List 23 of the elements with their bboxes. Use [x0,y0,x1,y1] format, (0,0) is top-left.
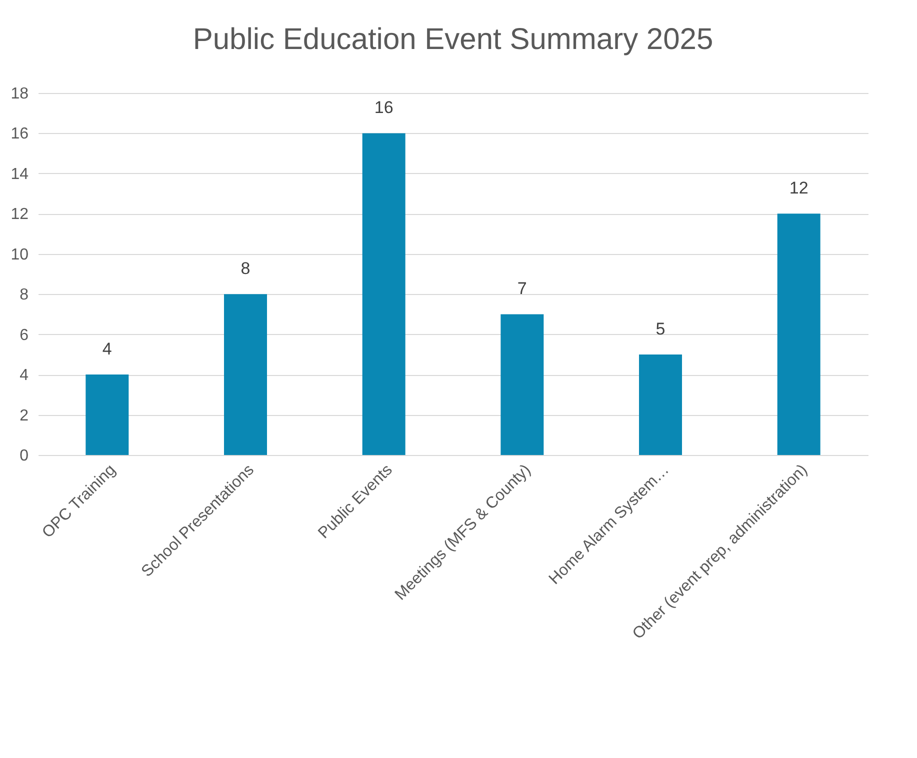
data-label: 8 [240,259,250,278]
data-label: 7 [517,279,527,298]
data-label: 5 [656,319,666,338]
data-label: 12 [789,178,808,198]
bar [777,214,820,455]
bar [86,374,129,455]
data-label: 16 [374,98,394,118]
bar [224,294,267,455]
y-tick-label: 16 [10,126,29,143]
bar [639,354,682,455]
chart-title: Public Education Event Summary 2025 [192,23,714,56]
y-tick-label: 8 [20,286,29,304]
bar [362,133,406,455]
y-tick-label: 12 [10,206,29,224]
y-tick-label: 6 [20,326,29,344]
y-tick-label: 18 [10,86,29,102]
y-tick-label: 0 [20,448,29,464]
bar [500,314,544,455]
y-tick-label: 14 [10,166,29,183]
data-label: 4 [102,340,112,359]
y-tick-label: 10 [10,246,29,264]
y-tick-label: 2 [20,407,29,424]
y-tick-label: 4 [20,367,29,384]
